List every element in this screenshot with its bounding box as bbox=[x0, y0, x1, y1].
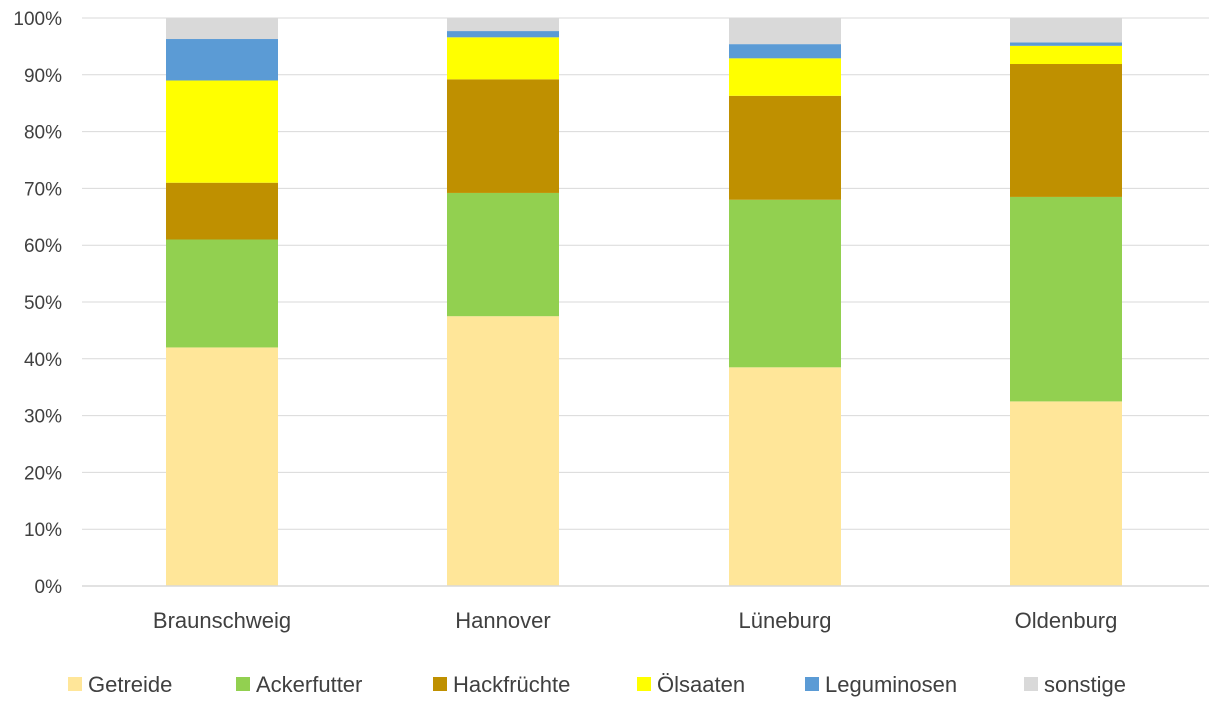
legend-swatch bbox=[68, 677, 82, 691]
bar-segment bbox=[166, 39, 278, 81]
x-axis-categories: Braunschweig Hannover Lüneburg Oldenburg bbox=[153, 608, 1117, 633]
bar-stack bbox=[166, 18, 278, 586]
bar-segment bbox=[1010, 64, 1122, 197]
legend-item: Ölsaaten bbox=[637, 672, 745, 697]
bar-stack bbox=[1010, 18, 1122, 586]
bar-segment bbox=[166, 347, 278, 586]
bar-stack bbox=[729, 18, 841, 586]
legend-label: Getreide bbox=[88, 672, 172, 697]
bar-segment bbox=[166, 182, 278, 240]
legend-swatch bbox=[805, 677, 819, 691]
bar-segment bbox=[729, 199, 841, 368]
legend-item: Ackerfutter bbox=[236, 672, 362, 697]
bar-segment bbox=[447, 31, 559, 38]
x-category-label: Hannover bbox=[455, 608, 550, 633]
legend-item: Hackfrüchte bbox=[433, 672, 570, 697]
bar-segment bbox=[447, 192, 559, 317]
x-category-label: Braunschweig bbox=[153, 608, 291, 633]
x-category-label: Oldenburg bbox=[1015, 608, 1118, 633]
legend-swatch bbox=[433, 677, 447, 691]
legend-swatch bbox=[637, 677, 651, 691]
y-axis-ticks: 0% 10% 20% 30% 40% 50% 60% 70% 80% 90% 100% bbox=[13, 9, 62, 598]
bar-segment bbox=[729, 367, 841, 586]
bar-segment bbox=[166, 80, 278, 183]
bar-segment bbox=[729, 58, 841, 96]
legend-label: Ölsaaten bbox=[657, 672, 745, 697]
legend-swatch bbox=[236, 677, 250, 691]
y-tick-label: 20% bbox=[24, 463, 62, 484]
y-tick-label: 0% bbox=[35, 577, 63, 598]
y-tick-label: 10% bbox=[24, 520, 62, 541]
y-tick-label: 80% bbox=[24, 123, 62, 144]
y-tick-label: 70% bbox=[24, 179, 62, 200]
legend-item: Leguminosen bbox=[805, 672, 957, 697]
bars bbox=[166, 18, 1122, 586]
y-tick-label: 50% bbox=[24, 293, 62, 314]
bar-segment bbox=[166, 239, 278, 348]
bar-segment bbox=[166, 18, 278, 40]
legend-label: Ackerfutter bbox=[256, 672, 362, 697]
legend-item: sonstige bbox=[1024, 672, 1126, 697]
bar-segment bbox=[447, 37, 559, 80]
y-tick-label: 100% bbox=[13, 9, 62, 30]
y-tick-label: 40% bbox=[24, 350, 62, 371]
bar-segment bbox=[1010, 45, 1122, 65]
bar-segment bbox=[729, 44, 841, 59]
bar-segment bbox=[729, 95, 841, 200]
legend-swatch bbox=[1024, 677, 1038, 691]
bar-segment bbox=[1010, 18, 1122, 43]
bar-segment bbox=[447, 18, 559, 32]
bar-segment bbox=[447, 79, 559, 193]
bar-segment bbox=[729, 18, 841, 45]
bar-segment bbox=[1010, 196, 1122, 402]
x-category-label: Lüneburg bbox=[739, 608, 832, 633]
bar-stack bbox=[447, 18, 559, 586]
legend: Getreide Ackerfutter Hackfrüchte Ölsaaten Le… bbox=[68, 672, 1126, 697]
y-tick-label: 60% bbox=[24, 236, 62, 257]
bar-segment bbox=[1010, 401, 1122, 586]
bar-segment bbox=[447, 316, 559, 586]
bar-segment bbox=[1010, 42, 1122, 46]
y-tick-label: 90% bbox=[24, 66, 62, 87]
legend-label: Leguminosen bbox=[825, 672, 957, 697]
legend-item: Getreide bbox=[68, 672, 172, 697]
legend-label: sonstige bbox=[1044, 672, 1126, 697]
y-tick-label: 30% bbox=[24, 407, 62, 428]
legend-label: Hackfrüchte bbox=[453, 672, 570, 697]
